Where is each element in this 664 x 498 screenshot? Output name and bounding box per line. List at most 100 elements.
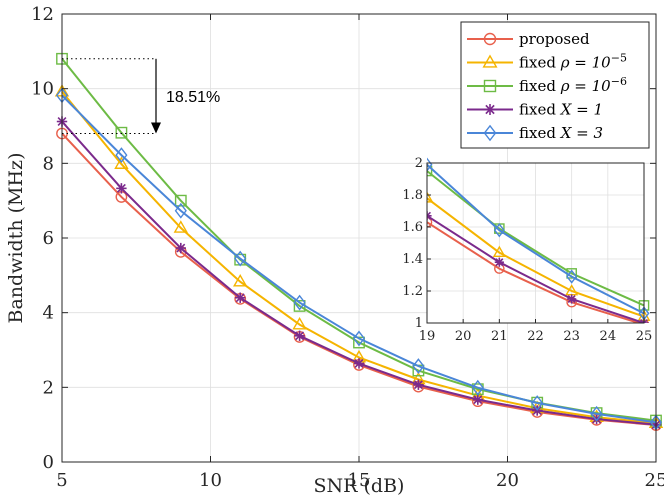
inset-x-tick-label: 24 [600,329,617,344]
inset-zoom-plot: 19 20 21 22 23 24 25 1 1.2 1.4 1.6 1.8 2 [402,156,652,344]
y-tick-label: 12 [31,4,54,25]
x-tick-label: 25 [645,470,664,491]
legend-label-text: fixed [519,101,561,119]
inset-series-line [427,221,643,323]
y-tick-label: 6 [43,228,54,249]
inset-y-tick-label: 1.4 [402,252,423,267]
data-point-diamond-marker [590,405,603,422]
inset-x-tick-label: 19 [419,329,436,344]
annotation-label: 18.51% [166,89,220,106]
legend-label: fixed ρ = 10−5 [519,52,627,72]
legend-label-math: ρ = 10 [560,77,611,95]
data-point-triangle-marker [114,156,129,169]
inset-y-tick-label: 1.8 [402,188,423,203]
series-line [61,91,657,425]
y-tick-label: 4 [43,303,54,324]
y-tick-label: 0 [43,452,54,473]
legend-label-math: X = 3 [560,124,603,142]
data-point-diamond-marker [234,250,247,267]
legend-label-exponent: −5 [611,52,627,65]
data-point-asterisk-marker [472,394,483,405]
legend-label-text: fixed [519,54,561,72]
data-point-asterisk-marker [494,257,504,267]
inset-y-tick-label: 1.2 [402,284,423,299]
inset-x-tick-label: 25 [636,329,653,344]
data-point-asterisk-marker [427,211,432,221]
legend-item: proposed [467,30,590,48]
data-point-circle-marker [427,216,433,228]
data-point-diamond-marker [566,269,578,284]
data-point-diamond-marker [412,358,425,374]
legend-label-math: X = 1 [560,101,603,119]
x-tick-label: 5 [56,470,67,491]
legend-item: fixed X = 3 [467,124,603,142]
inset-series-line [427,170,645,307]
legend-label: fixed ρ = 10−6 [519,75,627,95]
data-point-square-marker [483,79,497,93]
inset-y-tick-label: 2 [415,156,423,171]
x-tick-label: 20 [496,470,519,491]
legend-label-text: proposed [519,30,590,48]
data-point-asterisk-marker [353,358,365,369]
inset-x-tick-label: 21 [491,329,508,344]
data-point-circle-marker [483,32,497,46]
data-point-diamond-marker [174,202,187,219]
legend-label-exponent: −6 [611,75,627,88]
data-point-triangle-marker [492,245,506,257]
inset-series-line [427,197,645,318]
data-point-diamond-marker [293,294,306,311]
inset-x-tick-label: 23 [563,329,580,344]
data-point-asterisk-marker [175,242,186,254]
legend-label-text: fixed [519,77,561,95]
data-point-triangle-marker [482,54,498,68]
data-point-triangle-marker [173,220,188,233]
y-tick-label: 2 [43,377,54,398]
data-point-diamond-marker [115,147,128,164]
inset-series-line [427,214,645,323]
data-point-triangle-marker [292,316,307,330]
data-point-square-marker [427,165,433,177]
inset-y-tick-label: 1.6 [402,220,423,235]
data-point-square-marker [115,126,128,139]
inset-x-tick-label: 20 [455,329,472,344]
inset-series-line [427,163,645,315]
legend-item: fixed ρ = 10−6 [467,75,627,95]
data-point-diamond-marker [352,330,366,347]
legend-label-math: ρ = 10 [560,54,611,72]
data-point-diamond-marker [531,395,544,411]
x-tick-label: 15 [348,470,371,491]
data-point-asterisk-marker [413,379,424,390]
series-line [61,94,657,424]
percentage-annotation: 18.51% [62,58,220,134]
y-axis-title: Bandwidth (MHz) [5,153,27,324]
legend-label: proposed [519,30,590,48]
data-point-triangle-marker [233,274,248,287]
legend-item: fixed X = 1 [467,101,603,119]
legend-label-text: fixed [519,124,561,142]
y-tick-label: 10 [31,79,54,100]
data-point-triangle-marker [427,191,434,203]
data-point-asterisk-marker [235,292,246,303]
data-point-asterisk-marker [567,294,577,304]
legend-item: fixed ρ = 10−5 [467,52,627,72]
inset-y-tick-label: 1 [415,316,423,331]
data-point-asterisk-marker [484,104,496,115]
down-arrow-icon [151,122,161,134]
legend-label: fixed X = 1 [519,101,603,119]
data-point-diamond-marker [493,223,505,238]
data-point-square-marker [174,194,187,207]
main-series-group [54,52,664,431]
data-point-asterisk-marker [294,330,305,342]
data-point-asterisk-marker [116,183,127,194]
inset-x-tick-label: 22 [527,329,544,344]
data-point-diamond-marker [483,124,497,142]
series-asterisk [56,116,662,430]
y-tick-label: 8 [43,153,54,174]
legend-label: fixed X = 3 [519,124,603,142]
x-tick-label: 10 [199,470,222,491]
data-point-diamond-marker [471,379,484,396]
inset-series-group [427,157,651,323]
